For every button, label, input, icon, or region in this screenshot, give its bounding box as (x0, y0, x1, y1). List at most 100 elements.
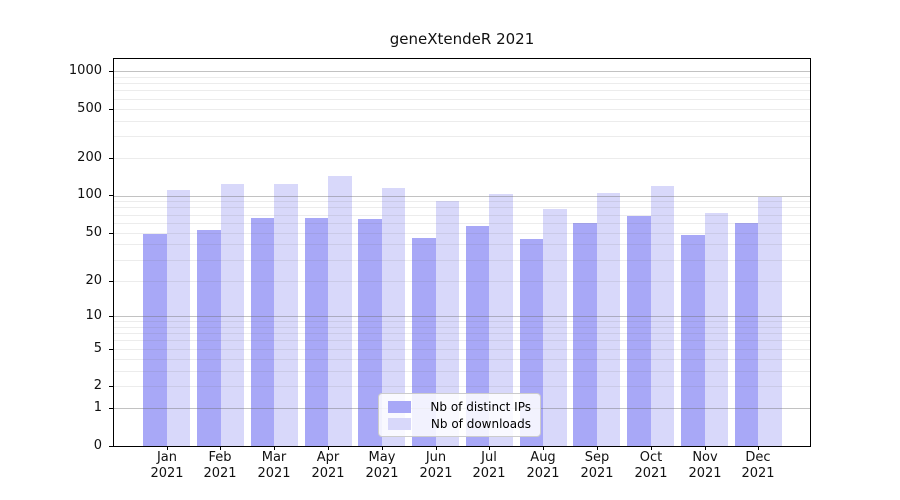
bar-distinct-ips (627, 216, 651, 446)
x-axis-tick (758, 446, 759, 450)
x-axis-tick-label: Apr 2021 (311, 450, 345, 481)
y-axis-tick (109, 386, 114, 387)
gridline-minor (114, 222, 810, 224)
gridline-minor (114, 244, 810, 246)
y-axis-tick-label: 200 (77, 150, 102, 165)
bar-distinct-ips (197, 229, 221, 446)
x-axis-tick-label: Dec 2021 (741, 450, 775, 481)
legend-swatch-distinct-ips (388, 401, 411, 413)
gridline-minor (114, 280, 810, 282)
bar-downloads (596, 192, 621, 446)
bar-distinct-ips (734, 222, 759, 446)
gridline-minor (114, 158, 810, 160)
y-axis-tick-label: 50 (85, 225, 102, 240)
x-axis-tick-label: May 2021 (365, 450, 399, 481)
gridline-minor (114, 136, 810, 138)
x-axis-tick (274, 446, 275, 450)
x-axis-tick-label: Feb 2021 (203, 450, 237, 481)
y-axis-tick (109, 349, 114, 350)
x-axis-tick (651, 446, 652, 450)
y-axis-tick-label: 500 (77, 101, 102, 116)
gridline-minor (114, 386, 810, 388)
bar-downloads (435, 201, 460, 446)
gridline-minor (114, 326, 810, 328)
x-axis-tick-label: Mar 2021 (257, 450, 291, 481)
legend-label-distinct-ips: Nb of distinct IPs (430, 400, 531, 414)
y-axis-tick-label: 0 (93, 438, 102, 453)
y-axis-tick-label: 1 (93, 400, 102, 415)
y-axis-tick (109, 71, 114, 72)
bar-distinct-ips (681, 234, 705, 446)
gridline-minor (114, 259, 810, 261)
y-axis-tick-label: 1000 (68, 63, 102, 78)
y-axis-tick (109, 446, 114, 447)
gridline-minor (114, 98, 810, 100)
x-axis-tick (328, 446, 329, 450)
x-axis-tick-label: Jul 2021 (472, 450, 506, 481)
plot-area: Nb of distinct IPs Nb of downloads (113, 58, 811, 447)
x-axis-tick (489, 446, 490, 450)
x-axis-tick (543, 446, 544, 450)
y-axis-tick (109, 408, 114, 409)
bar-downloads (543, 208, 567, 446)
y-axis-tick-label: 10 (85, 308, 102, 323)
bar-distinct-ips (250, 217, 275, 446)
bar-distinct-ips (358, 219, 382, 446)
gridline-minor (114, 83, 810, 84)
x-axis-tick-label: Jun 2021 (419, 450, 453, 481)
bar-downloads (489, 193, 513, 446)
gridline-minor (114, 321, 810, 322)
y-axis-tick (109, 233, 114, 234)
y-axis-tick (109, 109, 114, 110)
gridline-minor (114, 207, 810, 209)
legend-swatch-downloads (388, 418, 411, 430)
y-axis-tick (109, 316, 114, 317)
x-axis-tick-label: Sep 2021 (580, 450, 614, 481)
gridline-minor (114, 340, 810, 342)
gridline-minor (114, 370, 810, 372)
legend: Nb of distinct IPs Nb of downloads (378, 393, 541, 437)
x-axis-tick (436, 446, 437, 450)
y-axis-tick-label: 2 (93, 378, 102, 393)
gridline-minor (114, 348, 810, 350)
legend-item-distinct-ips: Nb of distinct IPs (388, 399, 531, 415)
gridline-minor (114, 333, 810, 335)
bar-downloads (166, 189, 191, 446)
legend-label-downloads: Nb of downloads (430, 417, 531, 431)
gridline-minor (114, 232, 810, 234)
gridline-minor (114, 90, 810, 92)
bar-downloads (328, 175, 352, 446)
gridline-minor (114, 201, 810, 203)
bar-downloads (220, 183, 244, 446)
gridline-minor (114, 358, 810, 360)
gridline-minor (114, 214, 810, 216)
legend-item-downloads: Nb of downloads (388, 416, 531, 432)
chart-title: geneXtendeR 2021 (389, 30, 535, 48)
x-axis-tick (597, 446, 598, 450)
bar-distinct-ips (143, 233, 167, 446)
x-axis-tick-label: Aug 2021 (526, 450, 560, 481)
bar-downloads (381, 188, 406, 446)
bar-downloads (704, 213, 728, 446)
gridlines (114, 59, 810, 446)
x-axis-tick-label: Jan 2021 (150, 450, 184, 481)
bar-downloads (650, 186, 675, 446)
bar-downloads (758, 196, 782, 446)
y-axis-tick (109, 158, 114, 159)
gridline-minor (114, 120, 810, 122)
gridline-minor (114, 108, 810, 110)
gridline-minor (114, 76, 810, 78)
gridline-major (114, 70, 810, 72)
bar-distinct-ips (465, 225, 490, 446)
bar-distinct-ips (304, 217, 328, 446)
x-axis-tick (167, 446, 168, 450)
x-axis-tick (382, 446, 383, 450)
gridline-major (114, 315, 810, 317)
y-axis-tick (109, 281, 114, 282)
bar-distinct-ips (573, 222, 597, 446)
x-axis-tick (220, 446, 221, 450)
y-axis-tick-label: 20 (85, 273, 102, 288)
x-axis-tick-label: Oct 2021 (634, 450, 668, 481)
x-axis-tick-label: Nov 2021 (688, 450, 722, 481)
